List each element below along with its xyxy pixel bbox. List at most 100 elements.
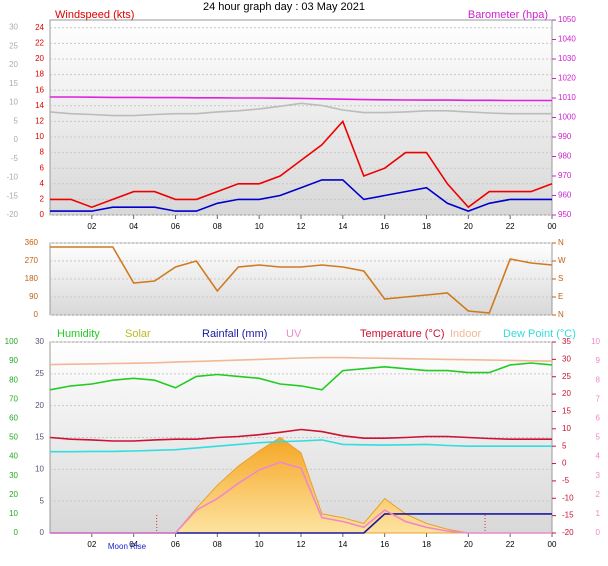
y3-tick-label: 90 [9, 356, 18, 365]
y-tick-label: 5 [40, 496, 45, 505]
y-tick-label: 25 [35, 369, 44, 378]
y3-tick-label: 0 [14, 528, 19, 537]
y2-axis-label: Barometer (hpa) [468, 9, 548, 21]
chart-title: 24 hour graph day : 03 May 2021 [203, 1, 365, 13]
y-tick-label: 30 [35, 337, 44, 346]
y-tick-label: 180 [25, 274, 39, 283]
y3-tick-label: -10 [6, 173, 18, 182]
y2-tick-label: 20 [562, 389, 571, 398]
legend-entry: Indoor [450, 328, 482, 340]
annotation: Moon Rise [108, 542, 147, 551]
x-tick-label: 02 [87, 540, 96, 549]
line [49, 102, 552, 117]
y2-tick-label: 1020 [558, 74, 576, 83]
legend-entry: Temperature (°C) [360, 328, 444, 340]
y3-tick-label: 25 [9, 41, 18, 50]
y4-tick-label: 9 [596, 356, 601, 365]
y3-tick-label: 30 [9, 23, 18, 32]
y3-tick-label: 50 [9, 433, 18, 442]
y3-tick-label: 10 [9, 509, 18, 518]
x-tick-label: 06 [171, 222, 180, 231]
y2-tick-label: 1040 [558, 35, 576, 44]
y-tick-label: 360 [25, 238, 39, 247]
x-tick-label: 20 [464, 222, 473, 231]
y-tick-label: 24 [35, 23, 44, 32]
y4-tick-label: 4 [596, 452, 601, 461]
y4-tick-label: 2 [596, 490, 601, 499]
legend-entry: Humidity [57, 328, 100, 340]
y3-tick-label: 0 [14, 135, 19, 144]
y2-tick-label: 25 [562, 372, 571, 381]
y3-tick-label: 40 [9, 452, 18, 461]
y-tick-label: 90 [29, 292, 38, 301]
x-tick-label: 00 [548, 222, 557, 231]
y2-tick-label: S [558, 274, 563, 283]
y2-tick-label: 15 [562, 407, 571, 416]
x-tick-label: 14 [338, 222, 347, 231]
x-tick-label: 10 [255, 222, 264, 231]
y-tick-label: 10 [35, 464, 44, 473]
y3-tick-label: 100 [5, 337, 19, 346]
y-tick-label: 6 [40, 163, 45, 172]
y2-tick-label: E [558, 292, 563, 301]
y-tick-label: 20 [35, 401, 44, 410]
y4-tick-label: 7 [596, 394, 601, 403]
line [50, 179, 552, 212]
y-tick-label: 18 [35, 70, 44, 79]
y2-tick-label: 970 [558, 171, 572, 180]
y-tick-label: 270 [25, 256, 39, 265]
y2-tick-label: N [558, 238, 564, 247]
y2-tick-label: -15 [562, 511, 574, 520]
y3-tick-label: 20 [9, 490, 18, 499]
x-tick-label: 06 [171, 540, 180, 549]
y2-tick-label: 30 [562, 354, 571, 363]
y4-tick-label: 6 [596, 414, 601, 423]
y-tick-label: 0 [34, 310, 39, 319]
plot-area [49, 242, 553, 316]
legend-entry: Dew Point (°C) [503, 328, 576, 340]
x-tick-label: 08 [213, 222, 222, 231]
y4-tick-label: 10 [591, 337, 600, 346]
x-tick-label: 04 [129, 540, 138, 549]
y-tick-label: 4 [40, 179, 45, 188]
y4-tick-label: 3 [596, 471, 601, 480]
y2-tick-label: -20 [562, 528, 574, 537]
y-tick-label: 16 [35, 85, 44, 94]
line [49, 356, 553, 366]
y-tick-label: 0 [40, 210, 45, 219]
y2-tick-label: 1030 [558, 54, 576, 63]
line [49, 362, 553, 391]
y2-tick-label: 960 [558, 191, 572, 200]
y2-tick-label: 980 [558, 152, 572, 161]
line [50, 119, 553, 209]
plot-area [49, 19, 553, 216]
y-tick-label: 22 [35, 39, 44, 48]
y-axis-label: Windspeed (kts) [55, 9, 134, 21]
x-tick-label: 18 [422, 222, 431, 231]
y2-tick-label: 1000 [558, 113, 576, 122]
y3-tick-label: 70 [9, 394, 18, 403]
y-tick-label: 10 [35, 132, 44, 141]
y3-tick-label: 30 [9, 471, 18, 480]
y-tick-label: 0 [40, 528, 45, 537]
x-tick-label: 12 [297, 540, 306, 549]
x-tick-label: 18 [422, 540, 431, 549]
y2-tick-label: 10 [562, 424, 571, 433]
y3-tick-label: 10 [9, 98, 18, 107]
y3-tick-label: -15 [6, 191, 18, 200]
y-tick-label: 12 [35, 117, 44, 126]
y-tick-label: 14 [35, 101, 44, 110]
y-tick-label: 20 [35, 54, 44, 63]
x-tick-label: 22 [506, 222, 515, 231]
line [50, 96, 552, 102]
x-tick-label: 02 [87, 222, 96, 231]
x-tick-label: 10 [255, 540, 264, 549]
y4-tick-label: 8 [596, 375, 601, 384]
y2-tick-label: W [558, 256, 566, 265]
x-tick-label: 14 [338, 540, 347, 549]
x-tick-label: 22 [506, 540, 515, 549]
y-tick-label: 8 [40, 148, 45, 157]
y2-tick-label: 35 [562, 337, 571, 346]
x-tick-label: 08 [213, 540, 222, 549]
y2-tick-label: 0 [562, 459, 567, 468]
